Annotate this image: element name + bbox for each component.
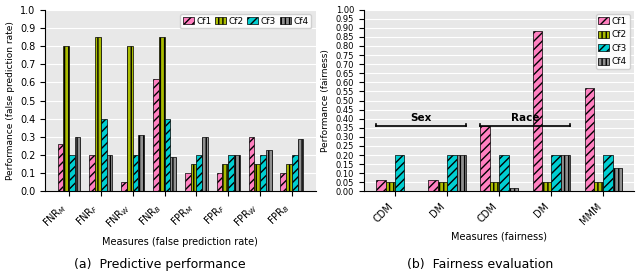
- Bar: [499, 155, 509, 192]
- Bar: [286, 164, 292, 192]
- Bar: [266, 150, 271, 192]
- Bar: [127, 46, 132, 192]
- Bar: [217, 173, 223, 192]
- Legend: Cf1, Cf2, Cf3, Cf4: Cf1, Cf2, Cf3, Cf4: [596, 14, 630, 69]
- Bar: [260, 155, 266, 192]
- Bar: [202, 137, 208, 192]
- Bar: [561, 155, 570, 192]
- Bar: [58, 144, 63, 192]
- Bar: [386, 182, 395, 192]
- Bar: [292, 155, 298, 192]
- Bar: [376, 180, 386, 192]
- Bar: [532, 32, 542, 192]
- Bar: [138, 135, 144, 192]
- Text: (b)  Fairness evaluation: (b) Fairness evaluation: [407, 258, 553, 271]
- Bar: [228, 155, 234, 192]
- Bar: [223, 164, 228, 192]
- Bar: [551, 155, 561, 192]
- Bar: [438, 182, 447, 192]
- Bar: [90, 155, 95, 192]
- Bar: [604, 155, 612, 192]
- Bar: [153, 79, 159, 192]
- Bar: [481, 126, 490, 192]
- Bar: [170, 157, 176, 192]
- Text: (a)  Predictive performance: (a) Predictive performance: [74, 258, 246, 271]
- Bar: [456, 155, 466, 192]
- Bar: [234, 155, 239, 192]
- Bar: [428, 180, 438, 192]
- Bar: [542, 182, 551, 192]
- Bar: [185, 173, 191, 192]
- X-axis label: Measures (fairness): Measures (fairness): [451, 232, 547, 242]
- Bar: [164, 119, 170, 192]
- Text: Race: Race: [511, 113, 540, 123]
- Bar: [490, 182, 499, 192]
- Bar: [95, 37, 101, 192]
- Bar: [132, 155, 138, 192]
- Bar: [585, 88, 594, 192]
- Bar: [63, 46, 69, 192]
- Bar: [159, 37, 164, 192]
- X-axis label: Measures (false prediction rate): Measures (false prediction rate): [102, 236, 259, 247]
- Text: Sex: Sex: [410, 113, 432, 123]
- Bar: [121, 182, 127, 192]
- Bar: [106, 155, 112, 192]
- Y-axis label: Performance (false prediction rate): Performance (false prediction rate): [6, 21, 15, 180]
- Bar: [509, 188, 518, 192]
- Bar: [447, 155, 456, 192]
- Bar: [196, 155, 202, 192]
- Bar: [254, 164, 260, 192]
- Bar: [280, 173, 286, 192]
- Bar: [101, 119, 106, 192]
- Bar: [248, 137, 254, 192]
- Bar: [612, 168, 622, 192]
- Bar: [191, 164, 196, 192]
- Bar: [69, 155, 75, 192]
- Bar: [75, 137, 81, 192]
- Y-axis label: Performance (fairness): Performance (fairness): [321, 49, 330, 152]
- Bar: [594, 182, 604, 192]
- Legend: Cf1, Cf2, Cf3, Cf4: Cf1, Cf2, Cf3, Cf4: [180, 14, 311, 28]
- Bar: [395, 155, 404, 192]
- Bar: [298, 139, 303, 192]
